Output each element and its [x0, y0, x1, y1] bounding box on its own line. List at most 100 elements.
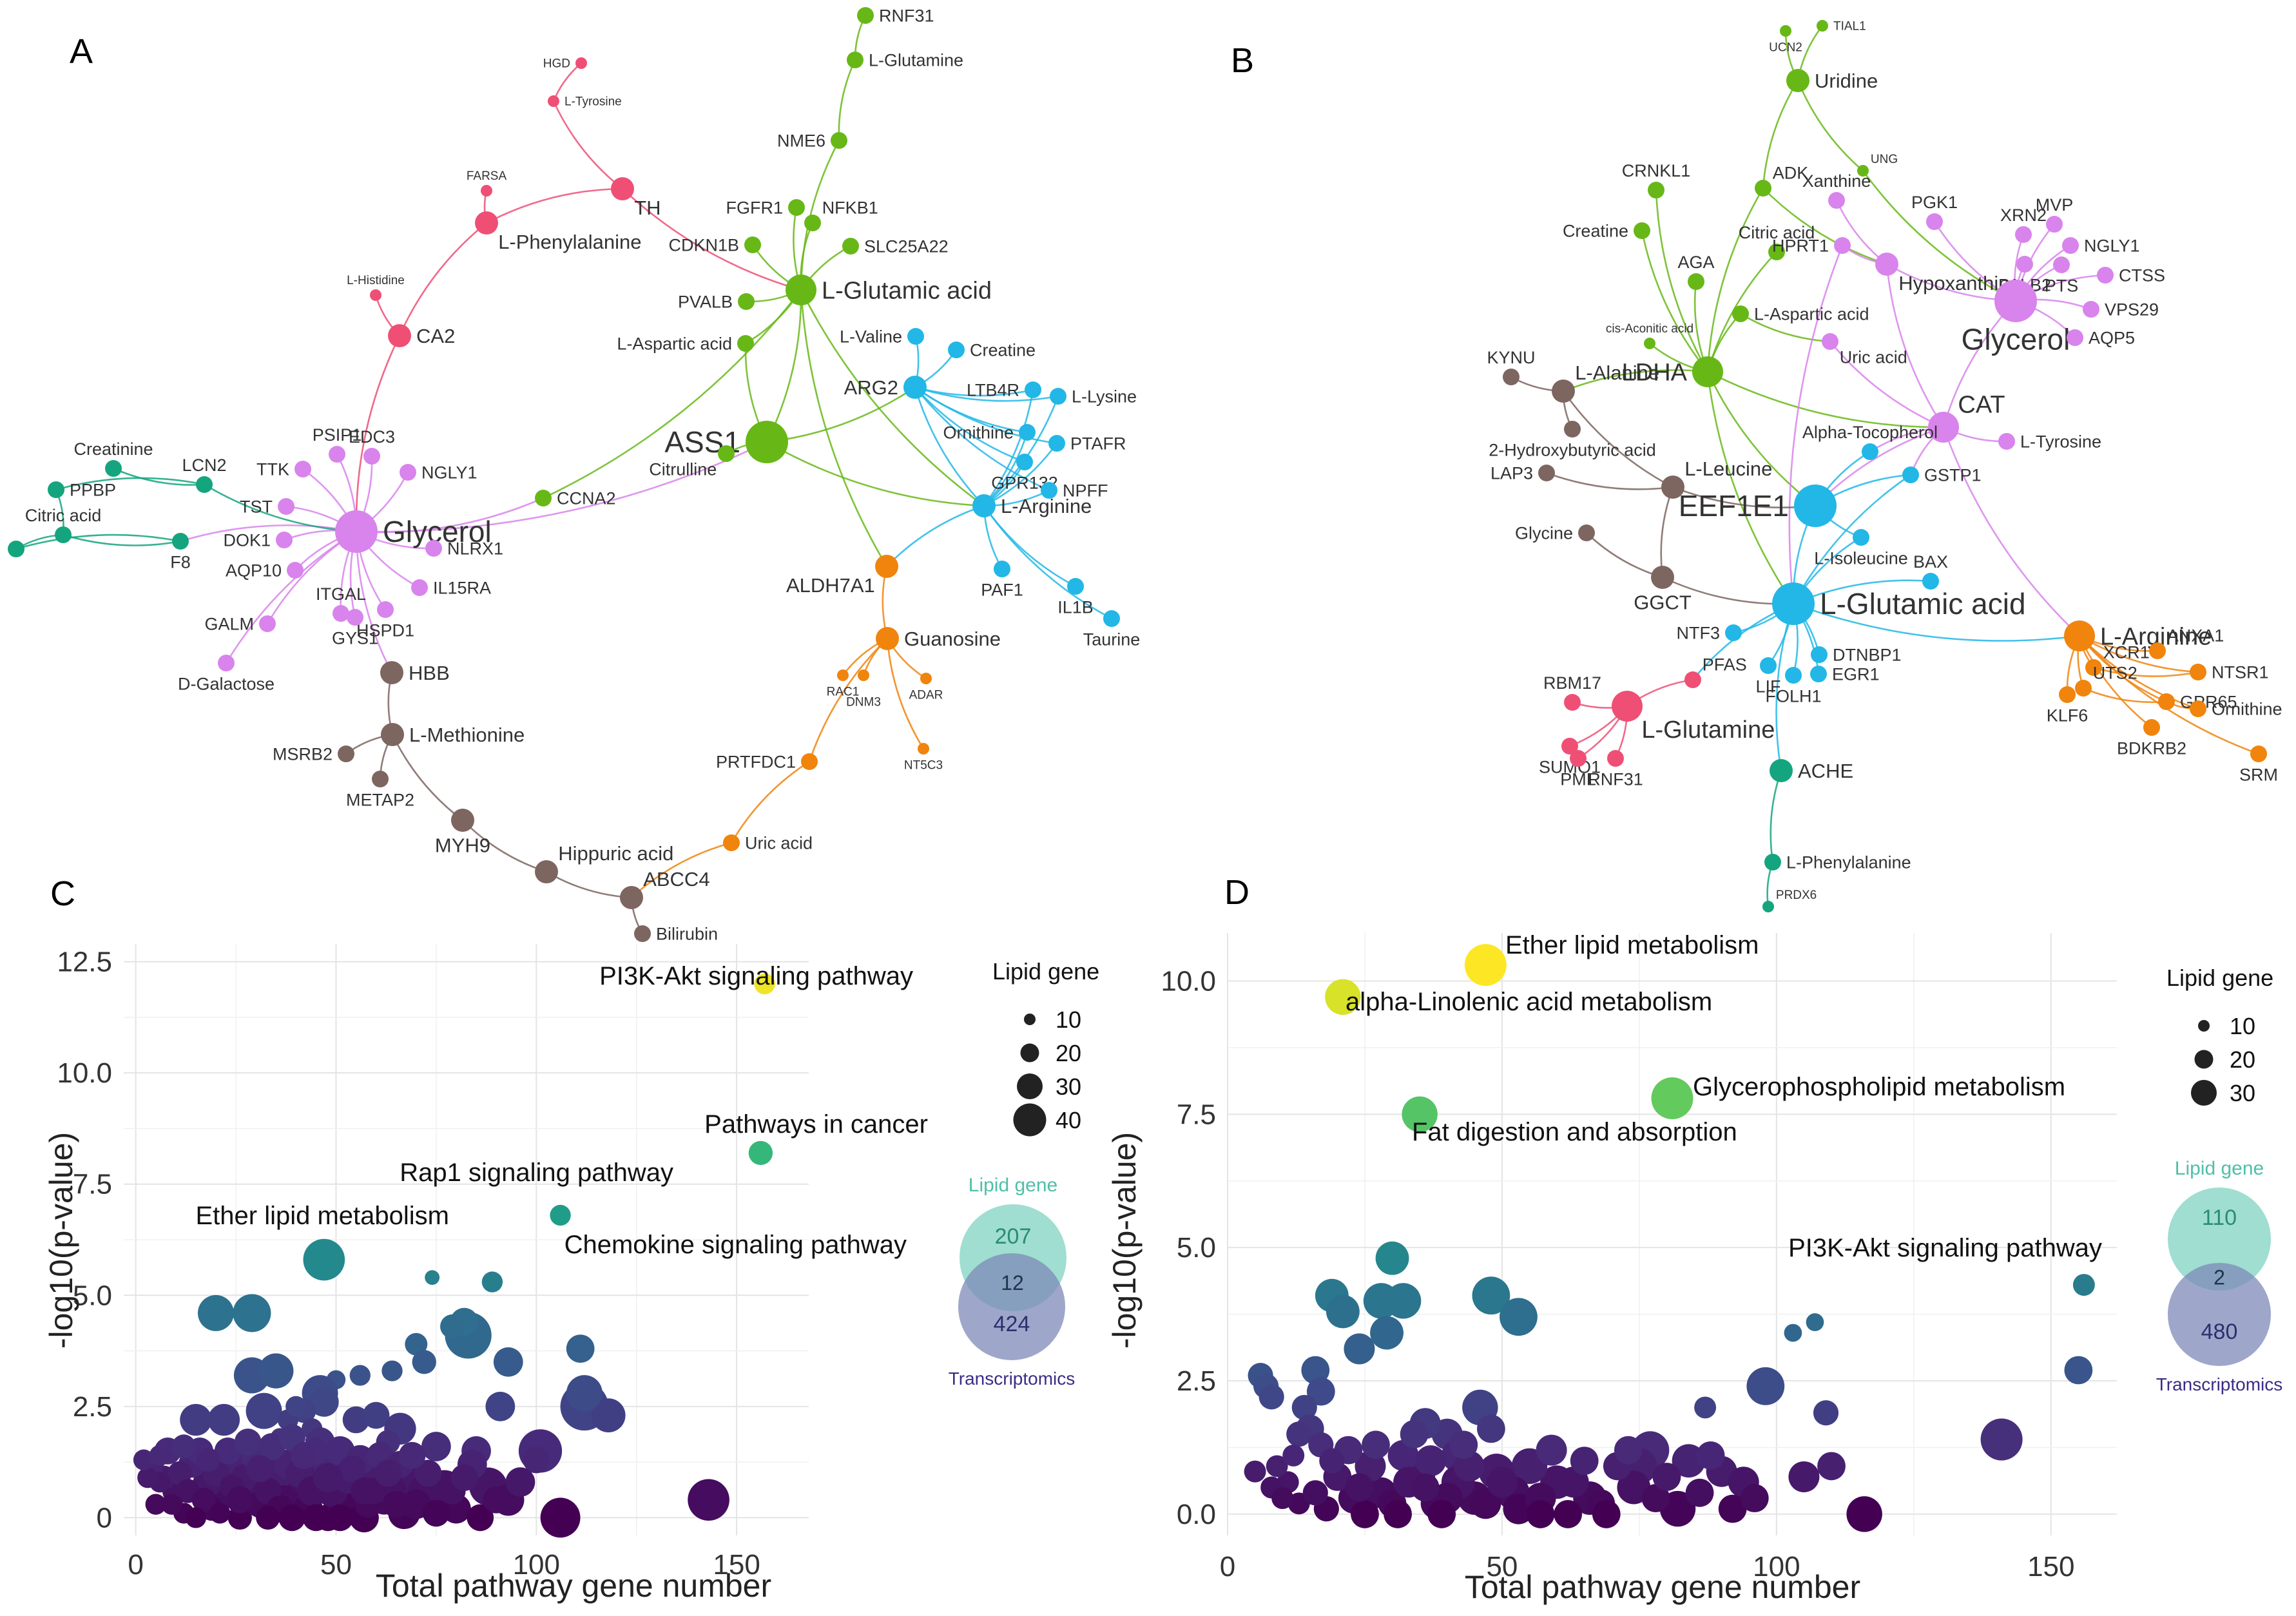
- network-a-label-citrulline: Citrulline: [649, 460, 717, 479]
- chart-d-point: [1788, 1461, 1820, 1492]
- network-a-node-ass1: [746, 421, 788, 463]
- network-b-label-aga: AGA: [1677, 253, 1714, 272]
- chart-c-point: [226, 1486, 254, 1514]
- chart-d-point: [1325, 979, 1361, 1015]
- chart-c-point: [246, 1392, 282, 1429]
- chart-c-point: [754, 973, 775, 995]
- chart-d-point: [1980, 1418, 2023, 1461]
- network-b-label-folh1: FOLH1: [1765, 686, 1821, 706]
- network-b-node-bax: [1922, 573, 1939, 590]
- chart-d-size-legend-value: 10: [2230, 1013, 2255, 1039]
- network-a-node-gpr132: [1016, 454, 1033, 470]
- network-a-node-msrb2: [338, 745, 354, 762]
- network-b-node-alpha-tocopherol: [1862, 443, 1878, 460]
- chart-c-point: [505, 1467, 535, 1497]
- network-b-label-xrn2: XRN2: [2000, 206, 2047, 225]
- chart-c-point: [349, 1365, 371, 1386]
- chart-c-size-legend-dot: [1017, 1073, 1043, 1099]
- network-a-label-l-aspartic-acid: L-Aspartic acid: [617, 334, 732, 353]
- network-b-node-aqp5: [2067, 329, 2083, 346]
- chart-c-venn-bottom-circle: [958, 1253, 1065, 1360]
- network-a-node-aqp10: [287, 562, 304, 579]
- chart-c-point: [493, 1347, 523, 1377]
- panel-letter-d: D: [1224, 873, 1249, 912]
- chart-d-point: [1718, 1494, 1747, 1523]
- network-b-label-ntf3: NTF3: [1677, 623, 1721, 642]
- chart-c-point: [481, 1271, 503, 1293]
- chart-c-point: [133, 1449, 155, 1470]
- chart-d-venn-title: Lipid gene: [2175, 1158, 2264, 1179]
- chart-c-size-legend-dot: [1013, 1103, 1047, 1137]
- chart-d-point: [1696, 1441, 1725, 1470]
- chart-c-label-pathways-in-cancer: Pathways in cancer: [704, 1110, 928, 1139]
- network-b-label-hprt1: HPRT1: [1772, 236, 1829, 255]
- network-b-label-l-phenylalanine: L-Phenylalanine: [1786, 852, 1911, 872]
- network-b-label-ggct: GGCT: [1634, 591, 1692, 613]
- network-b-node-anxa1: [2149, 642, 2166, 659]
- chart-c-point: [258, 1433, 285, 1460]
- chart-d-point: [1291, 1394, 1317, 1421]
- chart-d-ytick: 2.5: [1177, 1365, 1216, 1397]
- network-a-node-uric-acid: [723, 834, 740, 851]
- network-a-label-rnf31: RNF31: [879, 6, 934, 25]
- network-a-node-slc25a22: [842, 238, 859, 255]
- network-b-node-vps29: [2083, 301, 2099, 318]
- network-a-node-l-aspartic-acid: [737, 335, 754, 352]
- chart-d-point: [1476, 1414, 1505, 1443]
- network-a-label-dnm3: DNM3: [846, 695, 881, 709]
- network-a-label-l-methionine: L-Methionine: [409, 724, 525, 746]
- network-a-node-l-phenylalanine: [475, 211, 498, 235]
- chart-d-point: [1326, 1294, 1360, 1329]
- chart-c-xtick: 100: [513, 1549, 560, 1581]
- network-a-edge: [180, 524, 357, 543]
- network-a-node-taurine: [1103, 610, 1120, 627]
- network-a-edge: [63, 534, 181, 546]
- network-a-edge: [730, 760, 810, 843]
- network-a-node-guanosine: [876, 627, 899, 650]
- panel-letter-c: C: [50, 874, 75, 913]
- network-b-node-rbm17: [1564, 694, 1581, 711]
- network-a-label-ca2: CA2: [416, 325, 455, 347]
- network-b-label-pgk1: PGK1: [1911, 193, 1958, 212]
- network-b-label-ntsr1: NTSR1: [2212, 662, 2269, 682]
- chart-d-label-glycerophospholipid-metabolism: Glycerophospholipid metabolism: [1693, 1073, 2065, 1101]
- network-b-node-l-glutamine: [1612, 691, 1643, 722]
- network-a-edge: [391, 734, 463, 822]
- network-a-node-nfkb1: [804, 215, 821, 231]
- network-b-node-crnkl1: [1648, 182, 1664, 198]
- chart-c-point: [256, 1505, 280, 1530]
- network-a-label-myh9: MYH9: [435, 834, 490, 856]
- network-b-label-citric-acid: Citric acid: [1739, 223, 1815, 242]
- chart-d-x-axis-title: Total pathway gene number: [1465, 1569, 1860, 1605]
- chart-d-size-legend: Lipid gene 10 20 30: [2166, 965, 2273, 1106]
- network-a-node-aldh7a1: [875, 555, 898, 578]
- chart-d-point: [1570, 1447, 1599, 1476]
- chart-c-size-legend: Lipid gene 10 20 30 40: [992, 958, 1099, 1137]
- chart-d-venn-bottom-label: Transcriptomics: [2156, 1374, 2283, 1394]
- chart-c-ytick: 10.0: [57, 1057, 112, 1089]
- chart-c-point: [398, 1441, 426, 1469]
- chart-c-size-legend-title: Lipid gene: [992, 958, 1099, 985]
- chart-d-point: [1641, 1484, 1670, 1512]
- network-b-node-pml: [1570, 750, 1587, 767]
- network-b-label-alpha-tocopherol: Alpha-Tocopherol: [1802, 423, 1938, 442]
- network-b-label-pfas: PFAS: [1703, 655, 1747, 674]
- chart-c-ytick: 7.5: [73, 1169, 112, 1200]
- chart-c-point: [185, 1507, 207, 1528]
- network-a-node-adar: [920, 673, 932, 684]
- network-b-node-l-tyrosine: [1998, 433, 2015, 450]
- network-b-node-cat: [1928, 412, 1959, 443]
- chart-d-point: [1301, 1356, 1330, 1385]
- chart-c-venn-bottom-label: Transcriptomics: [949, 1369, 1076, 1389]
- network-a-label-nme6: NME6: [777, 131, 825, 150]
- network-a-label-hippuric-acid: Hippuric acid: [558, 842, 673, 865]
- network-b-node-ngly1: [2062, 237, 2079, 254]
- chart-d-ytick: 7.5: [1177, 1099, 1216, 1130]
- chart-d-point: [1282, 1444, 1305, 1467]
- chart-c-point: [381, 1360, 403, 1381]
- chart-d-xtick: 50: [1486, 1551, 1518, 1582]
- network-a-node-itgal: [333, 605, 349, 622]
- network-b-node-prdx6: [1762, 901, 1774, 912]
- network-b-label-mvp: MVP: [2036, 195, 2074, 215]
- network-a-node-ltb4r: [1025, 381, 1041, 398]
